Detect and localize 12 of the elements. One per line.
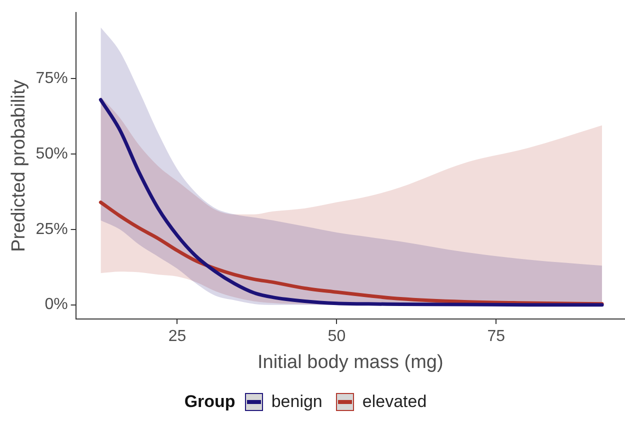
legend-title: Group <box>184 392 236 412</box>
legend-label: benign <box>271 392 322 412</box>
x-tick-label: 25 <box>168 328 186 346</box>
x-axis-title: Initial body mass (mg) <box>257 352 444 373</box>
y-tick-label: 0% <box>44 296 68 314</box>
legend-label: elevated <box>362 392 427 412</box>
y-tick-label: 50% <box>36 145 68 162</box>
x-tick-label: 50 <box>328 328 346 346</box>
x-tick-label: 75 <box>487 328 506 346</box>
y-tick-label: 25% <box>36 220 68 238</box>
y-tick-label: 75% <box>36 70 68 88</box>
y-axis-title: Predicted probability <box>8 79 30 252</box>
